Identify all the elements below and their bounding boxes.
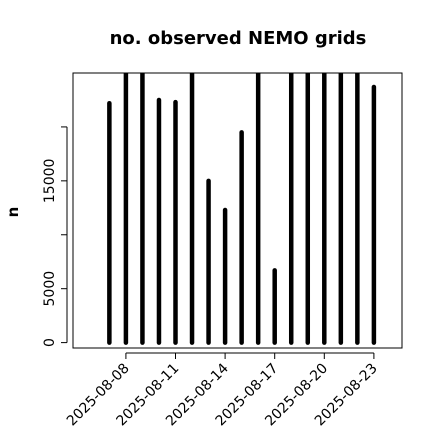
y-axis: 0 5000 15000 <box>42 126 68 347</box>
y-axis-label: n <box>4 207 22 218</box>
bars-group <box>107 73 377 345</box>
y-tick-label-15000: 15000 <box>42 159 58 204</box>
y-tick-label-5000: 5000 <box>42 271 58 307</box>
y-tick-label-0: 0 <box>42 338 58 347</box>
x-axis: 2025-08-082025-08-112025-08-142025-08-17… <box>64 352 381 429</box>
plot-frame <box>72 72 403 349</box>
chart-title: no. observed NEMO grids <box>110 28 367 49</box>
